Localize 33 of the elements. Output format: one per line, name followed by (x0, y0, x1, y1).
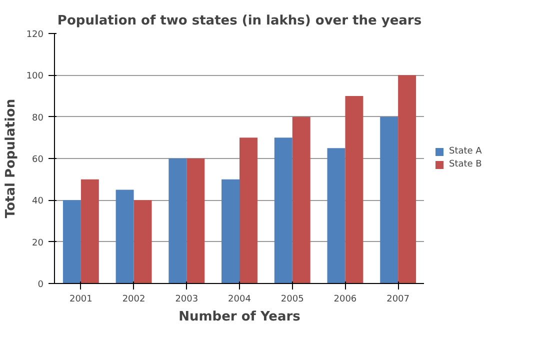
x-tick-label: 2007 (386, 294, 410, 304)
bar (398, 75, 416, 284)
x-axis-title: Number of Years (178, 310, 301, 324)
bar (116, 190, 134, 284)
bar (240, 138, 258, 284)
x-tick-label: 2003 (175, 294, 198, 304)
y-tick-label: 0 (38, 280, 44, 290)
x-tick-label: 2002 (122, 294, 146, 304)
legend-label: State B (449, 160, 482, 170)
x-tick-label: 2001 (69, 294, 92, 304)
bar (222, 179, 240, 284)
bar (168, 158, 187, 284)
bar (134, 200, 152, 284)
y-tick-label: 60 (32, 155, 44, 165)
y-tick-label: 100 (26, 72, 44, 82)
bar (327, 148, 346, 284)
chart-title: Population of two states (in lakhs) over the years (57, 14, 422, 28)
bar (380, 116, 398, 284)
bar (80, 179, 99, 284)
bar (274, 138, 292, 284)
y-tick-label: 20 (32, 238, 44, 248)
bar (186, 158, 205, 284)
bar (345, 96, 364, 284)
y-tick-label: 80 (32, 113, 44, 124)
x-tick-label: 2004 (228, 294, 252, 304)
bar (62, 200, 81, 284)
y-axis-title: Total Population (3, 98, 18, 218)
y-tick-label: 40 (32, 196, 44, 207)
x-tick-label: 2005 (280, 294, 304, 304)
y-tick-label: 120 (26, 30, 44, 40)
x-tick-label: 2006 (334, 294, 357, 304)
legend-label: State A (449, 146, 482, 156)
bar (292, 116, 310, 284)
